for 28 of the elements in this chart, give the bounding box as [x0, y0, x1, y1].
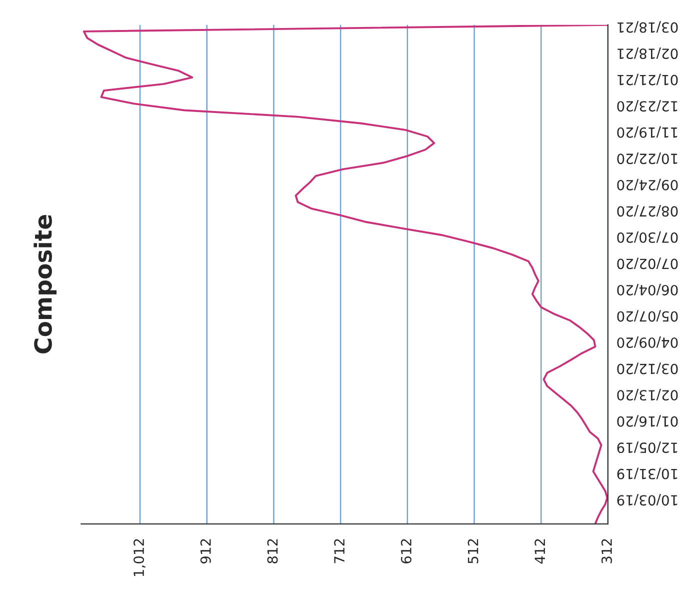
x-tick-label: 312	[601, 539, 612, 564]
y-tick-label: 08/27/20	[617, 205, 678, 217]
y-tick-label: 06/04/20	[617, 284, 678, 296]
x-tick-label: 812	[267, 539, 278, 564]
y-tick-label: 07/02/20	[617, 258, 678, 270]
y-tick-label: 05/07/20	[617, 310, 678, 322]
x-tick-label: 512	[468, 539, 478, 564]
y-tick-label: 02/18/21	[618, 47, 678, 60]
x-tick-label: 412	[534, 539, 545, 564]
y-tick-label: 03/12/20	[617, 362, 678, 374]
y-tick-label: 04/09/20	[617, 336, 678, 348]
y-tick-label: 10/03/19	[617, 494, 678, 506]
x-tick-label: 1,012	[134, 539, 146, 576]
y-tick-label: 09/24/20	[617, 178, 678, 190]
y-tick-label: 12/05/19	[617, 441, 678, 454]
y-tick-label: 01/21/21	[618, 74, 678, 86]
x-tick-label: 712	[334, 539, 344, 564]
text: Composite	[34, 214, 57, 354]
x-tick-label: 612	[400, 539, 412, 564]
y-tick-label: 10/22/20	[617, 152, 678, 164]
y-tick-label: 10/31/19	[617, 468, 678, 480]
y-tick-label: 12/23/20	[617, 100, 678, 112]
y-tick-label: 02/13/20	[617, 388, 678, 401]
x-tick-label: 912	[200, 539, 211, 564]
y-tick-label: 03/18/21	[618, 21, 678, 33]
y-tick-label: 11/19/20	[617, 126, 678, 138]
y-tick-label: 01/16/20	[617, 415, 678, 427]
y-tick-label: 07/30/20	[617, 231, 678, 243]
